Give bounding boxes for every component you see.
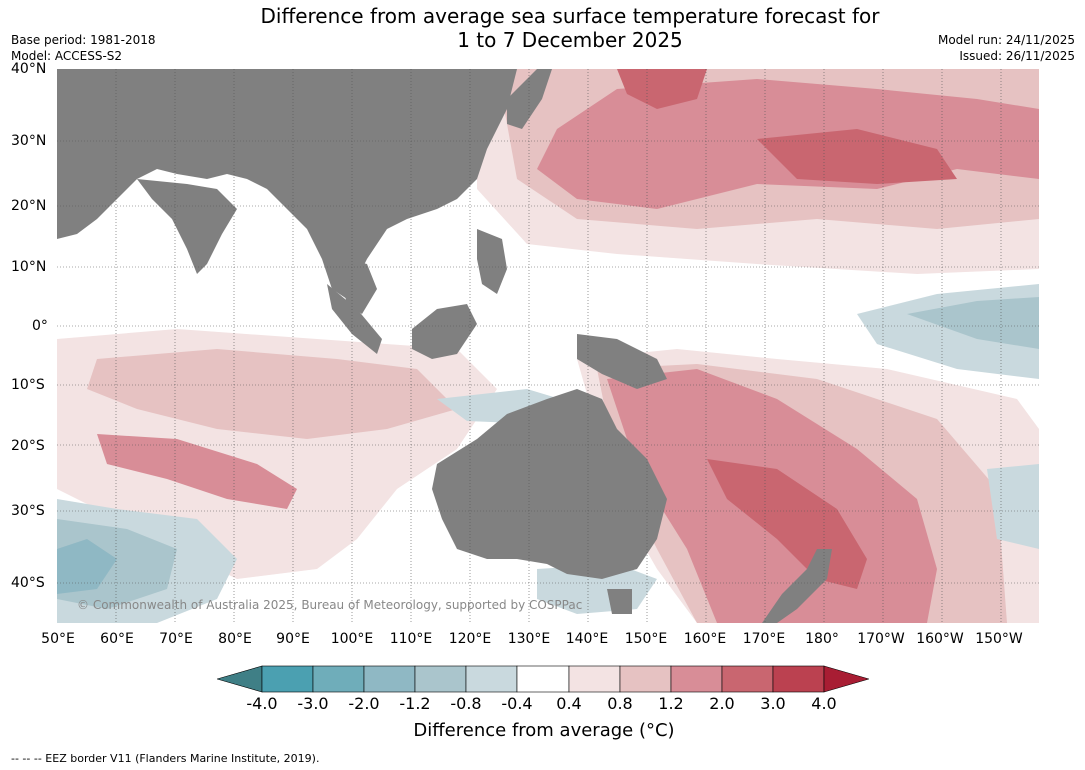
sst-anomaly-map [57,69,1039,623]
colorbar-segment-12 [823,665,869,693]
equatorial-pacific-cool-mid [907,297,1039,349]
colorbar-segment-5 [465,665,518,693]
lat-label-20s: 20°S [11,438,45,454]
eez-footnote: -- -- -- EEZ border V11 (Flanders Marine… [11,752,320,765]
east-pacific-south-cool [987,464,1039,549]
lon-label-50e: 50°E [41,631,75,647]
colorbar-segment-1 [261,665,314,693]
colorbar-segment-4 [414,665,467,693]
title-line-2: 1 to 7 December 2025 [457,28,683,52]
copyright-notice: © Commonwealth of Australia 2025, Bureau… [77,598,583,612]
lat-label-40s: 40°S [11,575,45,591]
colorbar-segment-3 [363,665,416,693]
colorbar-segment-8 [619,665,672,693]
japan [507,69,552,129]
issued-date: Issued: 26/11/2025 [959,49,1075,63]
philippines [477,229,507,294]
colorbar-tick: -1.2 [399,694,431,713]
colorbar-tick: 1.2 [658,694,684,713]
tasmania [607,589,632,614]
colorbar-tick: 0.8 [607,694,633,713]
lat-label-40n: 40°N [11,61,47,77]
indian-ocean-warm-mid [87,349,457,439]
meta-left: Base period: 1981-2018 Model: ACCESS-S2 [11,32,156,64]
borneo [412,304,477,359]
colorbar-segment-0 [217,665,263,693]
lat-label-20n: 20°N [11,198,47,214]
kuroshio-warm-core [757,129,957,184]
new-zealand [762,549,832,623]
lon-label-170w: 170°W [857,631,905,647]
lon-label-180: 180° [805,631,839,647]
colorbar-segment-11 [772,665,825,693]
lat-label-10s: 10°S [11,377,45,393]
colorbar-tick: -2.0 [348,694,380,713]
colorbar-segment-6 [516,665,570,693]
australia [432,389,667,579]
lon-label-60e: 60°E [100,631,134,647]
lat-label-10n: 10°N [11,259,47,275]
colorbar-segment-7 [568,665,621,693]
meta-right: Model run: 24/11/2025 Issued: 26/11/2025 [938,32,1075,64]
lon-label-150e: 150°E [624,631,668,647]
lon-label-100e: 100°E [330,631,374,647]
nw-pacific-warm-core [617,69,707,109]
colorbar-tick: -3.0 [297,694,329,713]
indochina [342,259,377,314]
lon-label-90e: 90°E [276,631,310,647]
southern-indian-cool-core [57,539,117,594]
colorbar-tick: 4.0 [811,694,837,713]
colorbar-segment-2 [312,665,365,693]
indian-ocean-warm-band [97,434,297,509]
map-title: Difference from average sea surface temp… [200,4,940,52]
colorbar-tick: 3.0 [760,694,786,713]
model-run: Model run: 24/11/2025 [937,33,1075,47]
lon-label-130e: 130°E [507,631,551,647]
gridlines [57,69,1039,623]
lon-label-160w: 160°W [916,631,964,647]
colorbar-tick: -4.0 [246,694,278,713]
india [137,179,237,274]
sumatra [327,284,382,354]
colorbar-tick: 0.4 [556,694,582,713]
model-name: Model: ACCESS-S2 [11,49,123,63]
colorbar [217,665,869,693]
lon-label-170e: 170°E [742,631,786,647]
lat-label-30s: 30°S [11,503,45,519]
lon-label-120e: 120°E [448,631,492,647]
lon-label-160e: 160°E [683,631,727,647]
colorbar-tick: 2.0 [709,694,735,713]
colorbar-tick: -0.4 [501,694,533,713]
land [57,69,832,623]
warm-anomalies [57,69,1039,623]
colorbar-segment-10 [721,665,774,693]
title-line-1: Difference from average sea surface temp… [260,4,880,28]
lon-label-80e: 80°E [218,631,252,647]
new-guinea [577,334,667,389]
lon-label-140e: 140°E [565,631,609,647]
lon-label-150w: 150°W [975,631,1023,647]
base-period: Base period: 1981-2018 [11,33,156,47]
asia-mainland [57,69,517,299]
map-area [57,69,1039,623]
lon-label-70e: 70°E [159,631,193,647]
lon-label-110e: 110°E [389,631,433,647]
cool-anomalies [57,284,1039,623]
lat-label-30n: 30°N [11,133,47,149]
colorbar-segment-9 [670,665,723,693]
colorbar-tick: -0.8 [450,694,482,713]
colorbar-label: Difference from average (°C) [413,720,675,741]
lat-label-0: 0° [32,318,48,334]
